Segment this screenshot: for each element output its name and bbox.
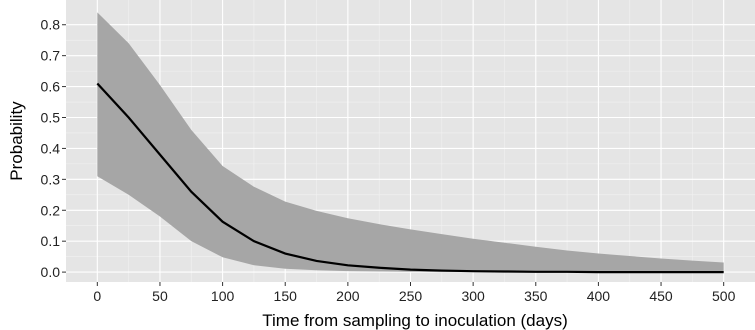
y-axis-title: Probability [7,101,26,181]
x-tick-label: 150 [274,288,298,304]
x-axis-title: Time from sampling to inoculation (days) [262,311,568,330]
y-tick-label: 0.6 [41,79,61,95]
x-tick-label: 0 [93,288,101,304]
y-tick-label: 0.5 [41,110,61,126]
y-tick-label: 0.8 [41,17,61,33]
probability-curve [96,82,724,274]
x-tick-label: 100 [211,288,235,304]
x-tick-label: 50 [152,288,168,304]
y-tick-label: 0.7 [41,48,61,64]
y-axis-ticks: 0.0 0.1 0.2 0.3 0.4 0.5 0.6 0.7 0.8 [41,17,66,280]
y-tick-label: 0.0 [41,264,61,280]
x-tick-label: 450 [649,288,673,304]
y-tick-label: 0.1 [41,233,61,249]
y-tick-label: 0.2 [41,202,61,218]
x-tick-label: 300 [461,288,485,304]
x-tick-label: 200 [336,288,360,304]
x-tick-label: 350 [524,288,548,304]
x-tick-label: 500 [712,288,736,304]
y-tick-label: 0.4 [41,140,61,156]
x-tick-label: 400 [587,288,611,304]
x-axis-ticks: 0 50 100 150 200 250 300 350 400 450 500 [93,282,736,304]
x-tick-label: 250 [399,288,423,304]
y-tick-label: 0.3 [41,171,61,187]
confidence-band [97,12,724,273]
